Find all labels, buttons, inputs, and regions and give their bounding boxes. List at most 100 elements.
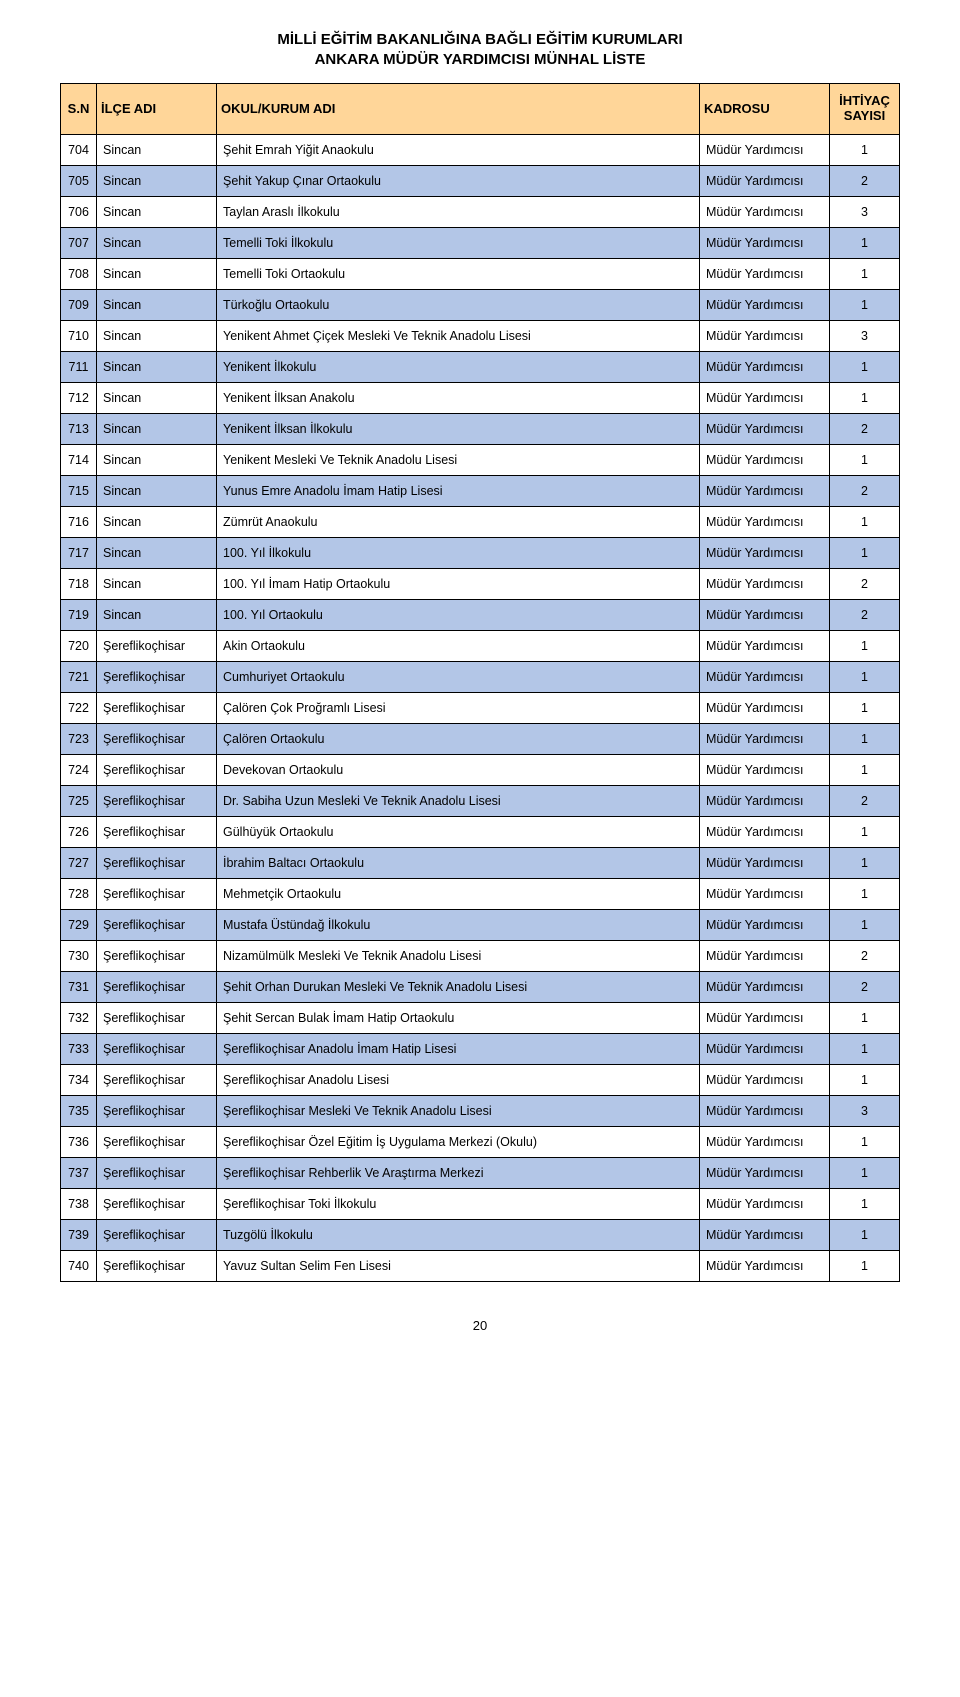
cell-ihtiyac: 1 (830, 661, 900, 692)
cell-sn: 722 (61, 692, 97, 723)
table-row: 728ŞereflikoçhisarMehmetçik OrtaokuluMüd… (61, 878, 900, 909)
cell-kadro: Müdür Yardımcısı (700, 413, 830, 444)
cell-okul: Çalören Ortaokulu (217, 723, 700, 754)
cell-sn: 733 (61, 1033, 97, 1064)
cell-sn: 715 (61, 475, 97, 506)
cell-okul: Mehmetçik Ortaokulu (217, 878, 700, 909)
cell-sn: 711 (61, 351, 97, 382)
table-row: 720ŞereflikoçhisarAkin OrtaokuluMüdür Ya… (61, 630, 900, 661)
cell-ihtiyac: 1 (830, 1188, 900, 1219)
cell-kadro: Müdür Yardımcısı (700, 444, 830, 475)
table-row: 733ŞereflikoçhisarŞereflikoçhisar Anadol… (61, 1033, 900, 1064)
table-row: 708SincanTemelli Toki OrtaokuluMüdür Yar… (61, 258, 900, 289)
cell-ilce: Şereflikoçhisar (97, 1033, 217, 1064)
cell-sn: 724 (61, 754, 97, 785)
cell-kadro: Müdür Yardımcısı (700, 754, 830, 785)
table-row: 717Sincan100. Yıl İlkokuluMüdür Yardımcı… (61, 537, 900, 568)
cell-kadro: Müdür Yardımcısı (700, 1002, 830, 1033)
table-row: 712SincanYenikent İlksan AnakoluMüdür Ya… (61, 382, 900, 413)
cell-okul: Devekovan Ortaokulu (217, 754, 700, 785)
cell-okul: Şehit Sercan Bulak İmam Hatip Ortaokulu (217, 1002, 700, 1033)
cell-sn: 737 (61, 1157, 97, 1188)
cell-okul: Şehit Emrah Yiğit Anaokulu (217, 134, 700, 165)
cell-ilce: Sincan (97, 444, 217, 475)
cell-okul: Şereflikoçhisar Anadolu İmam Hatip Lises… (217, 1033, 700, 1064)
cell-kadro: Müdür Yardımcısı (700, 1219, 830, 1250)
table-row: 704SincanŞehit Emrah Yiğit AnaokuluMüdür… (61, 134, 900, 165)
cell-ihtiyac: 2 (830, 940, 900, 971)
cell-sn: 723 (61, 723, 97, 754)
table-row: 735ŞereflikoçhisarŞereflikoçhisar Meslek… (61, 1095, 900, 1126)
cell-ihtiyac: 1 (830, 909, 900, 940)
cell-ilce: Şereflikoçhisar (97, 847, 217, 878)
cell-ilce: Şereflikoçhisar (97, 661, 217, 692)
table-row: 725ŞereflikoçhisarDr. Sabiha Uzun Meslek… (61, 785, 900, 816)
cell-sn: 734 (61, 1064, 97, 1095)
cell-ihtiyac: 1 (830, 537, 900, 568)
cell-kadro: Müdür Yardımcısı (700, 847, 830, 878)
cell-okul: Yenikent İlksan Anakolu (217, 382, 700, 413)
cell-kadro: Müdür Yardımcısı (700, 630, 830, 661)
table-body: 704SincanŞehit Emrah Yiğit AnaokuluMüdür… (61, 134, 900, 1281)
cell-kadro: Müdür Yardımcısı (700, 475, 830, 506)
cell-okul: Yunus Emre Anadolu İmam Hatip Lisesi (217, 475, 700, 506)
cell-sn: 732 (61, 1002, 97, 1033)
cell-ihtiyac: 1 (830, 289, 900, 320)
cell-sn: 736 (61, 1126, 97, 1157)
table-row: 734ŞereflikoçhisarŞereflikoçhisar Anadol… (61, 1064, 900, 1095)
table-row: 711SincanYenikent İlkokuluMüdür Yardımcı… (61, 351, 900, 382)
table-row: 719Sincan100. Yıl OrtaokuluMüdür Yardımc… (61, 599, 900, 630)
cell-ihtiyac: 1 (830, 1033, 900, 1064)
cell-kadro: Müdür Yardımcısı (700, 909, 830, 940)
cell-ihtiyac: 1 (830, 723, 900, 754)
cell-ihtiyac: 1 (830, 816, 900, 847)
cell-sn: 725 (61, 785, 97, 816)
cell-kadro: Müdür Yardımcısı (700, 258, 830, 289)
cell-okul: Şereflikoçhisar Özel Eğitim İş Uygulama … (217, 1126, 700, 1157)
cell-ilce: Şereflikoçhisar (97, 630, 217, 661)
cell-sn: 718 (61, 568, 97, 599)
table-row: 722ŞereflikoçhisarÇalören Çok Proğramlı … (61, 692, 900, 723)
cell-sn: 712 (61, 382, 97, 413)
cell-ilce: Şereflikoçhisar (97, 1219, 217, 1250)
cell-ilce: Şereflikoçhisar (97, 1095, 217, 1126)
cell-ilce: Şereflikoçhisar (97, 909, 217, 940)
cell-kadro: Müdür Yardımcısı (700, 165, 830, 196)
cell-kadro: Müdür Yardımcısı (700, 506, 830, 537)
cell-ilce: Sincan (97, 289, 217, 320)
cell-ihtiyac: 1 (830, 258, 900, 289)
document-title: MİLLİ EĞİTİM BAKANLIĞINA BAĞLI EĞİTİM KU… (60, 30, 900, 69)
cell-sn: 713 (61, 413, 97, 444)
table-row: 724ŞereflikoçhisarDevekovan OrtaokuluMüd… (61, 754, 900, 785)
cell-okul: Şereflikoçhisar Rehberlik Ve Araştırma M… (217, 1157, 700, 1188)
cell-ihtiyac: 1 (830, 134, 900, 165)
cell-sn: 717 (61, 537, 97, 568)
cell-kadro: Müdür Yardımcısı (700, 382, 830, 413)
cell-ihtiyac: 1 (830, 630, 900, 661)
table-header-row: S.N İLÇE ADI OKUL/KURUM ADI KADROSU İHTİ… (61, 84, 900, 135)
table-row: 732ŞereflikoçhisarŞehit Sercan Bulak İma… (61, 1002, 900, 1033)
cell-kadro: Müdür Yardımcısı (700, 785, 830, 816)
cell-sn: 728 (61, 878, 97, 909)
cell-kadro: Müdür Yardımcısı (700, 1126, 830, 1157)
table-row: 739ŞereflikoçhisarTuzgölü İlkokuluMüdür … (61, 1219, 900, 1250)
cell-sn: 707 (61, 227, 97, 258)
cell-ilce: Şereflikoçhisar (97, 1064, 217, 1095)
cell-okul: Taylan Araslı İlkokulu (217, 196, 700, 227)
cell-kadro: Müdür Yardımcısı (700, 1095, 830, 1126)
cell-kadro: Müdür Yardımcısı (700, 351, 830, 382)
cell-sn: 731 (61, 971, 97, 1002)
cell-kadro: Müdür Yardımcısı (700, 692, 830, 723)
table-row: 726ŞereflikoçhisarGülhüyük OrtaokuluMüdü… (61, 816, 900, 847)
table-row: 727Şereflikoçhisarİbrahim Baltacı Ortaok… (61, 847, 900, 878)
table-row: 718Sincan100. Yıl İmam Hatip OrtaokuluMü… (61, 568, 900, 599)
cell-ihtiyac: 1 (830, 227, 900, 258)
table-row: 710SincanYenikent Ahmet Çiçek Mesleki Ve… (61, 320, 900, 351)
cell-ilce: Sincan (97, 506, 217, 537)
cell-ihtiyac: 2 (830, 785, 900, 816)
cell-kadro: Müdür Yardımcısı (700, 940, 830, 971)
cell-ihtiyac: 2 (830, 475, 900, 506)
cell-ihtiyac: 2 (830, 971, 900, 1002)
cell-okul: Nizamülmülk Mesleki Ve Teknik Anadolu Li… (217, 940, 700, 971)
cell-ilce: Şereflikoçhisar (97, 878, 217, 909)
